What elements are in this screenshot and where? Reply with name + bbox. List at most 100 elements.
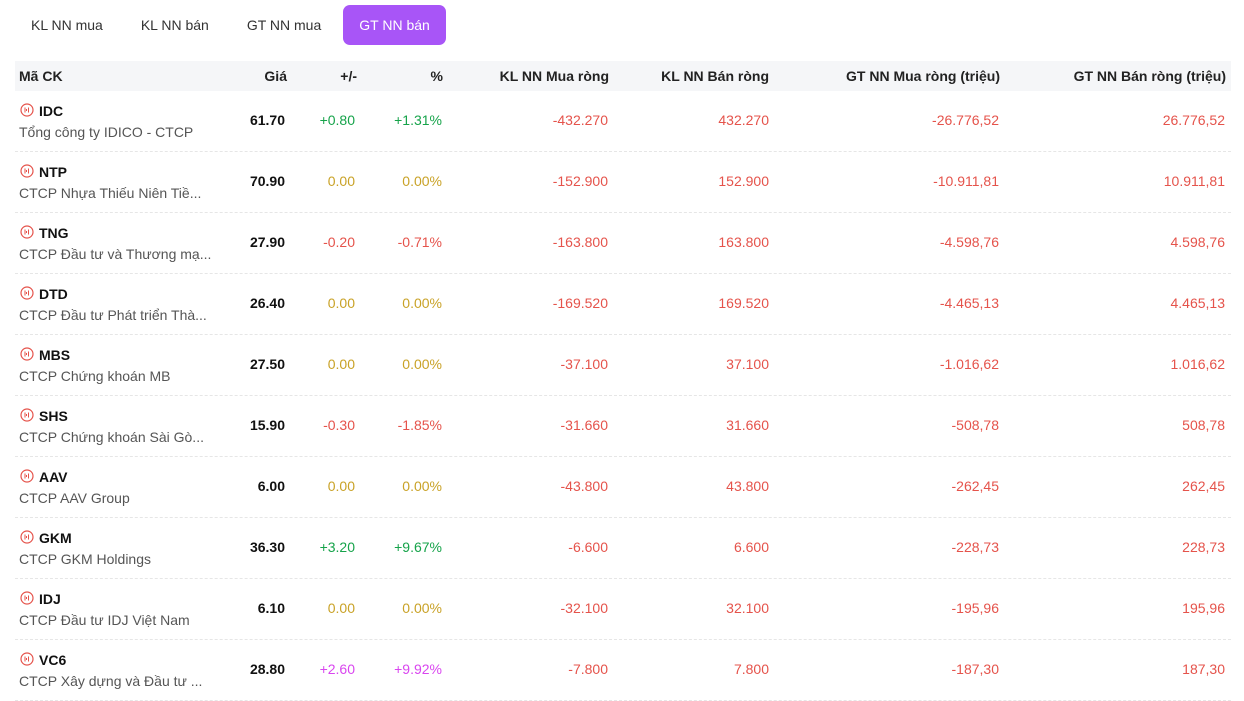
table-body: IDC Tổng công ty IDICO - CTCP 61.70 +0.8… (15, 91, 1231, 701)
gt-buy-value: -228,73 (951, 539, 999, 555)
gt-buy-value: -187,30 (951, 661, 999, 677)
col-kl-buy[interactable]: KL NN Mua ròng (499, 68, 609, 84)
exchange-badge-icon (20, 164, 34, 178)
exchange-badge-icon (20, 469, 34, 483)
change-value: 0.00 (327, 356, 355, 372)
change-value: 0.00 (327, 295, 355, 311)
tab-bar: KL NN mua KL NN bán GT NN mua GT NN bán (16, 5, 452, 45)
company-name: CTCP Đầu tư và Thương mạ... (19, 246, 212, 262)
exchange-badge-icon (20, 286, 34, 300)
kl-buy-value: -31.660 (560, 417, 608, 433)
company-name: CTCP Đầu tư IDJ Việt Nam (19, 612, 190, 628)
col-percent[interactable]: % (430, 68, 443, 84)
table-row[interactable]: IDC Tổng công ty IDICO - CTCP 61.70 +0.8… (15, 91, 1231, 152)
gt-buy-value: -195,96 (951, 600, 999, 616)
stock-symbol[interactable]: IDJ (39, 591, 61, 607)
company-name: CTCP Xây dựng và Đầu tư ... (19, 673, 203, 689)
price-value: 15.90 (249, 417, 285, 433)
gt-sell-value: 4.598,76 (1170, 234, 1226, 250)
gt-sell-value: 26.776,52 (1162, 112, 1225, 128)
gt-sell-value: 1.016,62 (1170, 356, 1226, 372)
stock-symbol[interactable]: SHS (39, 408, 68, 424)
gt-sell-value: 508,78 (1182, 417, 1225, 433)
stock-symbol[interactable]: IDC (39, 103, 64, 119)
col-gt-sell[interactable]: GT NN Bán ròng (triệu) (1073, 68, 1226, 84)
gt-sell-value: 262,45 (1182, 478, 1225, 494)
table-header: Mã CK Giá +/- % KL NN Mua ròng KL NN Bán… (15, 61, 1231, 91)
table-row[interactable]: TNG CTCP Đầu tư và Thương mạ... 27.90 -0… (15, 213, 1231, 274)
kl-sell-value: 7.800 (733, 661, 769, 677)
price-value: 26.40 (249, 295, 285, 311)
table-row[interactable]: SHS CTCP Chứng khoán Sài Gò... 15.90 -0.… (15, 396, 1231, 457)
table-row[interactable]: IDJ CTCP Đầu tư IDJ Việt Nam 6.10 0.00 0… (15, 579, 1231, 640)
col-symbol[interactable]: Mã CK (19, 68, 63, 84)
stock-symbol[interactable]: NTP (39, 164, 67, 180)
kl-sell-value: 32.100 (726, 600, 769, 616)
tab-gt-nn-mua[interactable]: GT NN mua (246, 17, 322, 33)
percent-value: 0.00% (402, 295, 442, 311)
gt-sell-value: 228,73 (1182, 539, 1225, 555)
table-row[interactable]: MBS CTCP Chứng khoán MB 27.50 0.00 0.00%… (15, 335, 1231, 396)
table-row[interactable]: VC6 CTCP Xây dựng và Đầu tư ... 28.80 +2… (15, 640, 1231, 701)
stock-symbol[interactable]: AAV (39, 469, 68, 485)
kl-buy-value: -432.270 (552, 112, 608, 128)
kl-sell-value: 163.800 (718, 234, 769, 250)
company-name: CTCP GKM Holdings (19, 551, 152, 567)
kl-buy-value: -163.800 (552, 234, 608, 250)
price-value: 70.90 (249, 173, 285, 189)
stock-symbol[interactable]: TNG (39, 225, 69, 241)
stock-symbol[interactable]: GKM (39, 530, 72, 546)
gt-buy-value: -1.016,62 (939, 356, 999, 372)
price-value: 28.80 (249, 661, 285, 677)
company-name: CTCP Nhựa Thiếu Niên Tiề... (19, 185, 202, 201)
percent-value: +9.92% (394, 661, 442, 677)
col-change[interactable]: +/- (340, 68, 357, 84)
tab-kl-nn-mua[interactable]: KL NN mua (31, 17, 103, 33)
stock-symbol[interactable]: VC6 (39, 652, 67, 668)
kl-sell-value: 6.600 (733, 539, 769, 555)
company-name: CTCP AAV Group (19, 490, 130, 506)
exchange-badge-icon (20, 225, 34, 239)
kl-sell-value: 432.270 (718, 112, 769, 128)
exchange-badge-icon (20, 652, 34, 666)
tab-kl-nn-ban[interactable]: KL NN bán (140, 17, 209, 33)
percent-value: +9.67% (394, 539, 442, 555)
exchange-badge-icon (20, 530, 34, 544)
exchange-badge-icon (20, 103, 34, 117)
kl-sell-value: 169.520 (718, 295, 769, 311)
percent-value: 0.00% (402, 478, 442, 494)
col-kl-sell[interactable]: KL NN Bán ròng (661, 68, 769, 84)
gt-buy-value: -4.465,13 (939, 295, 999, 311)
table-row[interactable]: DTD CTCP Đầu tư Phát triển Thà... 26.40 … (15, 274, 1231, 335)
table-row[interactable]: NTP CTCP Nhựa Thiếu Niên Tiề... 70.90 0.… (15, 152, 1231, 213)
price-value: 27.90 (249, 234, 285, 250)
change-value: +0.80 (319, 112, 355, 128)
gt-buy-value: -4.598,76 (939, 234, 999, 250)
stock-symbol[interactable]: DTD (39, 286, 68, 302)
kl-buy-value: -37.100 (560, 356, 608, 372)
kl-sell-value: 31.660 (726, 417, 769, 433)
kl-buy-value: -6.600 (568, 539, 608, 555)
stock-symbol[interactable]: MBS (39, 347, 71, 363)
price-value: 36.30 (249, 539, 285, 555)
price-value: 61.70 (249, 112, 285, 128)
gt-buy-value: -262,45 (951, 478, 999, 494)
col-gt-buy[interactable]: GT NN Mua ròng (triệu) (846, 68, 1000, 84)
percent-value: 0.00% (402, 600, 442, 616)
percent-value: -1.85% (397, 417, 442, 433)
kl-sell-value: 152.900 (718, 173, 769, 189)
tab-gt-nn-ban[interactable]: GT NN bán (343, 5, 446, 45)
company-name: Tổng công ty IDICO - CTCP (19, 124, 194, 140)
change-value: +2.60 (319, 661, 355, 677)
kl-buy-value: -169.520 (552, 295, 608, 311)
change-value: 0.00 (327, 478, 355, 494)
percent-value: 0.00% (402, 173, 442, 189)
exchange-badge-icon (20, 408, 34, 422)
table-row[interactable]: AAV CTCP AAV Group 6.00 0.00 0.00% -43.8… (15, 457, 1231, 518)
col-price[interactable]: Giá (264, 68, 287, 84)
change-value: +3.20 (319, 539, 355, 555)
company-name: CTCP Chứng khoán MB (19, 368, 171, 384)
table-row[interactable]: GKM CTCP GKM Holdings 36.30 +3.20 +9.67%… (15, 518, 1231, 579)
gt-buy-value: -10.911,81 (933, 173, 999, 189)
gt-sell-value: 187,30 (1182, 661, 1225, 677)
